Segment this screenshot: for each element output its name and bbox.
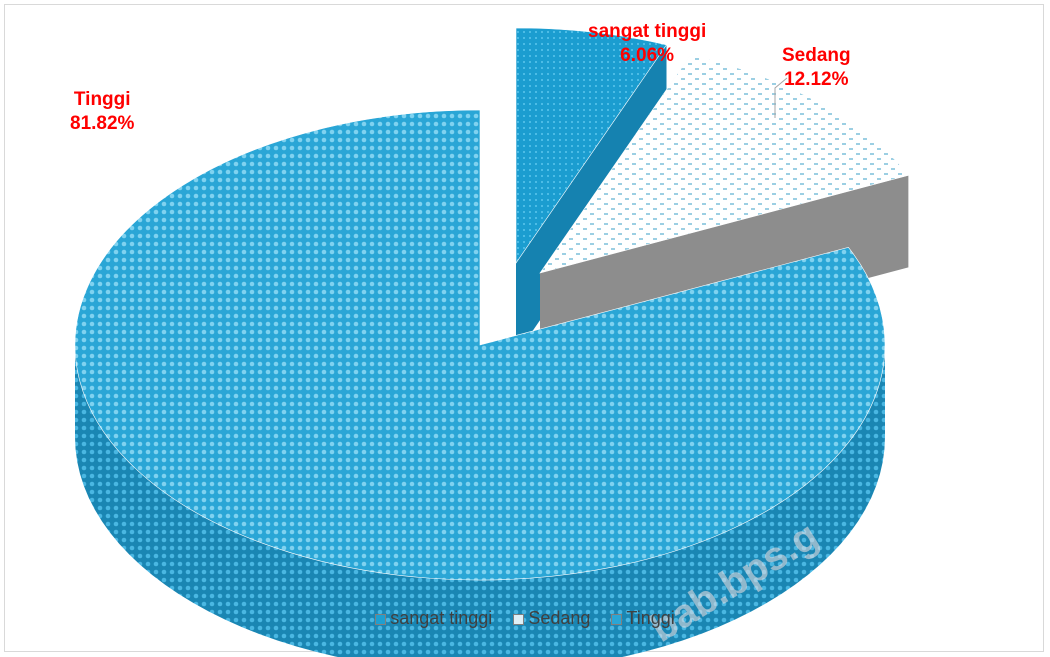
chart-legend: sangat tinggi Sedang Tinggi [0, 608, 1050, 629]
legend-item-tinggi: Tinggi [611, 608, 675, 629]
legend-label-sedang: Sedang [528, 608, 591, 628]
pie-slice-side-tinggi [75, 345, 885, 657]
pie-slice-top-sedang [539, 54, 909, 274]
slice-label-sangat-tinggi-value: 6.06% [620, 45, 675, 66]
legend-label-tinggi: Tinggi [626, 608, 675, 628]
slice-label-tinggi-name: Tinggi [73, 89, 131, 110]
pie-slice-top-tinggi [74, 109, 886, 581]
legend-swatch-sangat-tinggi [375, 613, 387, 625]
slice-label-sedang-name: Sedang [782, 45, 851, 66]
pie-slice-tinggi [74, 109, 886, 657]
legend-item-sangat-tinggi: sangat tinggi [375, 608, 492, 629]
slice-label-sangat-tinggi-name: sangat tinggi [588, 21, 707, 42]
slice-label-sedang: Sedang 12.12% [782, 44, 851, 92]
legend-item-sedang: Sedang [513, 608, 590, 629]
slice-label-tinggi-value: 81.82% [70, 113, 135, 134]
slice-label-sangat-tinggi: sangat tinggi 6.06% [588, 20, 706, 68]
legend-swatch-tinggi [611, 613, 623, 625]
slice-label-tinggi: Tinggi 81.82% [70, 88, 134, 136]
legend-label-sangat-tinggi: sangat tinggi [390, 608, 493, 628]
pie-slice-top-sangat-tinggi [515, 27, 668, 264]
slice-label-sedang-value: 12.12% [784, 69, 849, 90]
legend-swatch-sedang [513, 613, 525, 625]
